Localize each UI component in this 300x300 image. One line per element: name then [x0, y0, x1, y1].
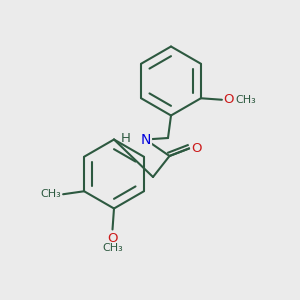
Text: CH₃: CH₃ [102, 243, 123, 253]
Text: H: H [121, 131, 131, 145]
Text: O: O [224, 93, 234, 106]
Text: CH₃: CH₃ [236, 95, 256, 105]
Text: O: O [191, 142, 202, 155]
Text: CH₃: CH₃ [41, 189, 62, 199]
Text: O: O [107, 232, 118, 245]
Text: N: N [140, 133, 151, 146]
